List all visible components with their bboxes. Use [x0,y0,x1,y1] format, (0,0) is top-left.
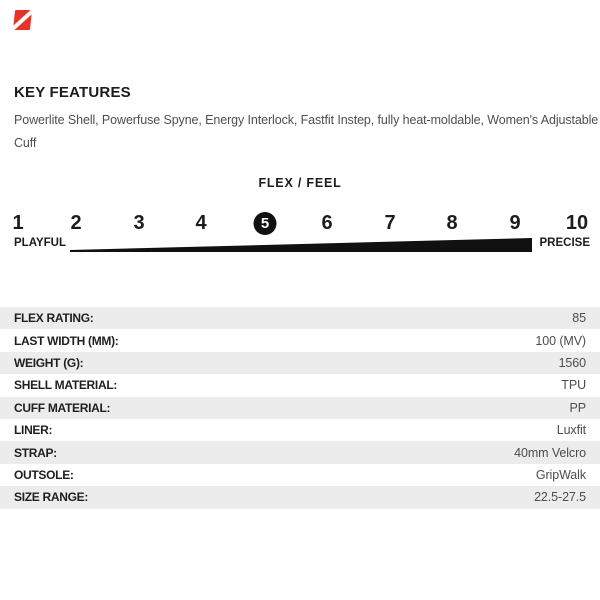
specs-table: FLEX RATING: 85 LAST WIDTH (MM): 100 (MV… [0,307,600,509]
spec-label: LINER: [14,423,53,438]
flex-scale-point-7: 7 [384,212,396,234]
table-row: CUFF MATERIAL: PP [0,396,600,419]
description-line-2: Cuff [14,136,37,150]
spec-value: 1560 [558,355,587,370]
description-line-1: Powerlite Shell, Powerfuse Spyne, Energy… [14,113,599,127]
flex-scale-point-4: 4 [195,212,207,234]
spec-value: 22.5-27.5 [534,490,586,505]
spec-label: CUFF MATERIAL: [14,400,111,415]
table-row: STRAP: 40mm Velcro [0,441,600,464]
flex-scale-point-8: 8 [446,212,458,234]
flex-scale: 1 2 3 4 5 6 7 8 9 10 [0,210,600,237]
spec-label: STRAP: [14,445,57,460]
table-row: WEIGHT (G): 1560 [0,351,600,375]
spec-label: WEIGHT (G): [14,355,84,370]
flex-scale-point-3: 3 [133,212,145,234]
spec-value: PP [569,400,587,415]
flex-scale-point-9: 9 [509,212,521,234]
spec-value: TPU [561,378,586,393]
table-row: LAST WIDTH (MM): 100 (MV) [0,329,600,352]
table-row: FLEX RATING: 85 [0,307,600,330]
table-row: OUTSOLE: GripWalk [0,463,600,487]
flex-feel-title: FLEX / FEEL [258,176,342,190]
spec-label: LAST WIDTH (MM): [14,333,119,348]
spec-label: SHELL MATERIAL: [14,378,118,393]
scale-playful-label: PLAYFUL [14,237,66,249]
spec-label: OUTSOLE: [14,467,74,482]
flex-scale-point-5-selected: 5 [253,212,277,235]
table-row: LINER: Luxfit [0,418,600,442]
spec-value: 85 [572,311,586,326]
scale-precise-label: PRECISE [539,237,591,249]
brand-logo-icon [12,10,33,30]
flex-scale-wedge-bar [70,238,532,252]
flex-scale-point-2: 2 [70,212,82,234]
flex-scale-point-1: 1 [12,212,24,234]
spec-value: 100 (MV) [535,333,586,348]
spec-value: 40mm Velcro [514,445,586,460]
spec-label: FLEX RATING: [14,311,94,326]
key-features-description: Powerlite Shell, Powerfuse Spyne, Energy… [14,109,598,155]
spec-value: Luxfit [556,423,586,438]
flex-scale-point-6: 6 [321,212,333,234]
table-row: SHELL MATERIAL: TPU [0,374,600,397]
key-features-title: KEY FEATURES [14,84,131,101]
spec-value: GripWalk [535,467,586,482]
spec-label: SIZE RANGE: [14,490,89,505]
table-row: SIZE RANGE: 22.5-27.5 [0,486,600,509]
flex-scale-point-10: 10 [565,212,589,234]
